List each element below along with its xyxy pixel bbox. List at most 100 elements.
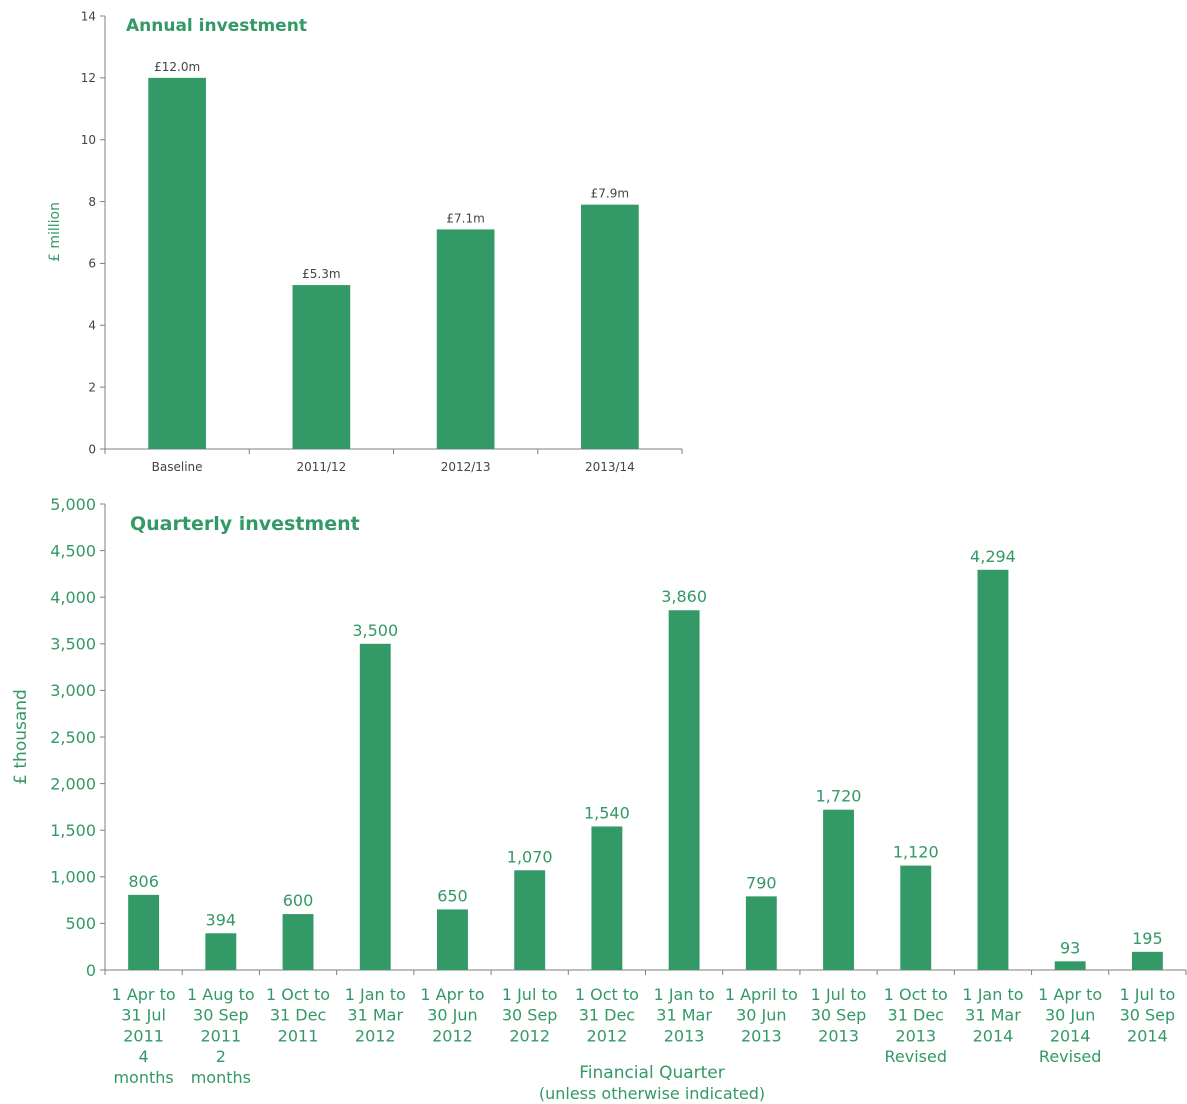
quarterly-category-label: 1 Apr to 30 Jun 2014 Revised	[1038, 985, 1102, 1066]
annual-bar	[148, 77, 206, 449]
quarterly-category-label-line: months	[191, 1068, 251, 1087]
quarterly-category-label-line: 1 Apr to	[112, 985, 176, 1004]
annual-bar	[581, 204, 639, 449]
annual-category-label: 2013/14	[585, 460, 635, 474]
quarterly-category-label-line: 1 Aug to	[187, 985, 255, 1004]
quarterly-bar	[1131, 951, 1163, 970]
quarterly-category-label: 1 Oct to 31 Dec 2011	[266, 985, 330, 1045]
quarterly-data-label: 1,070	[507, 847, 553, 866]
annual-chart-title: Annual investment	[126, 16, 307, 36]
quarterly-category-label-line: 1 Jan to	[962, 985, 1023, 1004]
quarterly-category-label-line: 1 Apr to	[420, 985, 484, 1004]
quarterly-chart: 0 500 1,000 1,500 2,000 2,500 3,000 3,500 4,000 4…	[50, 495, 1187, 1087]
quarterly-category-label: 1 Jul to 30 Sep 2013	[811, 985, 867, 1045]
quarterly-category-label-line: 30 Jun	[736, 1006, 786, 1025]
quarterly-data-label: 1,540	[584, 803, 630, 822]
quarterly-category-label-line: 1 Oct to	[884, 985, 948, 1004]
quarterly-category-label-line: 31 Jul	[121, 1006, 166, 1025]
quarterly-category-label-line: 30 Jun	[427, 1006, 477, 1025]
quarterly-data-label: 600	[283, 891, 314, 910]
quarterly-data-label: 1,120	[893, 843, 939, 862]
quarterly-category-label-line: months	[113, 1068, 173, 1087]
quarterly-data-label: 650	[437, 886, 468, 905]
quarterly-category-label-line: 2013	[818, 1026, 859, 1045]
quarterly-category-label-line: 1 Oct to	[575, 985, 639, 1004]
quarterly-category-label-line: 1 Jul to	[1120, 985, 1176, 1004]
quarterly-category-label-line: 1 April to	[725, 985, 798, 1004]
quarterly-category-label-line: 1 Jul to	[811, 985, 867, 1004]
annual-data-label: £7.9m	[591, 187, 629, 201]
quarterly-y-tick-label: 3,500	[50, 635, 96, 654]
quarterly-category-label-line: 30 Sep	[502, 1006, 558, 1025]
annual-chart: 0 2 4 6 8 10 12 14 £12.0m Baseline £5.3m 2011/12 £7.…	[81, 9, 683, 474]
quarterly-x-axis-sublabel: (unless otherwise indicated)	[539, 1084, 765, 1103]
quarterly-category-label: 1 Apr to 31 Jul 2011 4 months	[112, 985, 176, 1087]
quarterly-category-label-line: 4	[139, 1047, 149, 1066]
annual-y-tick-label: 14	[81, 9, 96, 23]
quarterly-data-label: 93	[1060, 938, 1080, 957]
annual-y-tick-label: 2	[88, 380, 96, 394]
annual-category-label-line: Baseline	[152, 460, 203, 474]
quarterly-category-label-line: 2012	[587, 1026, 628, 1045]
quarterly-data-label: 3,860	[661, 587, 707, 606]
quarterly-category-label-line: 2011	[123, 1026, 164, 1045]
annual-y-tick-label: 4	[88, 319, 96, 333]
annual-y-tick-label: 8	[88, 195, 96, 209]
quarterly-category-label-line: 31 Dec	[270, 1006, 326, 1025]
quarterly-y-tick-label: 500	[65, 914, 96, 933]
annual-category-label: 2011/12	[296, 460, 346, 474]
quarterly-category-label: 1 Jan to 31 Mar 2013	[654, 985, 715, 1045]
quarterly-y-tick-label: 2,000	[50, 774, 96, 793]
quarterly-x-axis-label: Financial Quarter	[579, 1063, 725, 1083]
quarterly-y-tick-label: 1,500	[50, 821, 96, 840]
quarterly-bar	[205, 933, 237, 970]
quarterly-data-label: 195	[1132, 929, 1163, 948]
quarterly-category-label-line: 30 Sep	[811, 1006, 867, 1025]
quarterly-category-label: 1 Oct to 31 Dec 2013 Revised	[884, 985, 948, 1066]
quarterly-category-label-line: 31 Mar	[347, 1006, 403, 1025]
quarterly-category-label-line: 1 Jul to	[502, 985, 558, 1004]
quarterly-category-label-line: 1 Jan to	[654, 985, 715, 1004]
quarterly-category-label-line: 31 Dec	[888, 1006, 944, 1025]
quarterly-bar	[437, 909, 468, 970]
quarterly-data-label: 3,500	[352, 621, 398, 640]
quarterly-category-label-line: 30 Jun	[1045, 1006, 1095, 1025]
quarterly-y-tick-label: 0	[86, 961, 96, 980]
annual-data-label: £12.0m	[154, 60, 200, 74]
quarterly-data-label: 790	[746, 873, 777, 892]
quarterly-category-label-line: 31 Mar	[656, 1006, 712, 1025]
annual-y-tick-label: 10	[81, 133, 96, 147]
annual-y-tick-label: 6	[88, 257, 96, 271]
quarterly-category-label-line: 2014	[1127, 1026, 1168, 1045]
quarterly-chart-title: Quarterly investment	[130, 513, 360, 535]
quarterly-y-tick-label: 1,000	[50, 868, 96, 887]
quarterly-category-label: 1 Jul to 30 Sep 2014	[1120, 985, 1176, 1045]
quarterly-category-label-line: 2013	[741, 1026, 782, 1045]
annual-y-tick-label: 0	[88, 442, 96, 456]
annual-bar	[292, 285, 351, 449]
quarterly-category-label-line: 1 Jan to	[345, 985, 406, 1004]
quarterly-data-label: 1,720	[816, 787, 862, 806]
quarterly-data-label: 394	[206, 910, 237, 929]
quarterly-category-label: 1 Jan to 31 Mar 2012	[345, 985, 406, 1045]
quarterly-y-tick-label: 4,500	[50, 541, 96, 560]
quarterly-category-label: 1 Jul to 30 Sep 2012	[502, 985, 558, 1045]
quarterly-bar	[591, 826, 623, 970]
quarterly-bar	[1054, 961, 1086, 970]
quarterly-bar	[977, 569, 1009, 970]
quarterly-category-label-line: 2014	[973, 1026, 1014, 1045]
quarterly-bar	[359, 643, 391, 970]
quarterly-category-label-line: 2014	[1050, 1026, 1091, 1045]
quarterly-category-label-line: 2013	[895, 1026, 936, 1045]
quarterly-category-label-line: 31 Mar	[965, 1006, 1021, 1025]
quarterly-bar	[282, 914, 314, 970]
quarterly-y-tick-label: 5,000	[50, 495, 96, 514]
quarterly-category-label-line: 2012	[509, 1026, 550, 1045]
quarterly-category-label: 1 Apr to 30 Jun 2012	[420, 985, 484, 1045]
quarterly-category-label-line: 1 Apr to	[1038, 985, 1102, 1004]
quarterly-category-label-line: Revised	[1039, 1047, 1102, 1066]
annual-category-label-line: 2012/13	[441, 460, 491, 474]
annual-category-label: Baseline	[152, 460, 203, 474]
quarterly-category-label-line: 31 Dec	[579, 1006, 635, 1025]
